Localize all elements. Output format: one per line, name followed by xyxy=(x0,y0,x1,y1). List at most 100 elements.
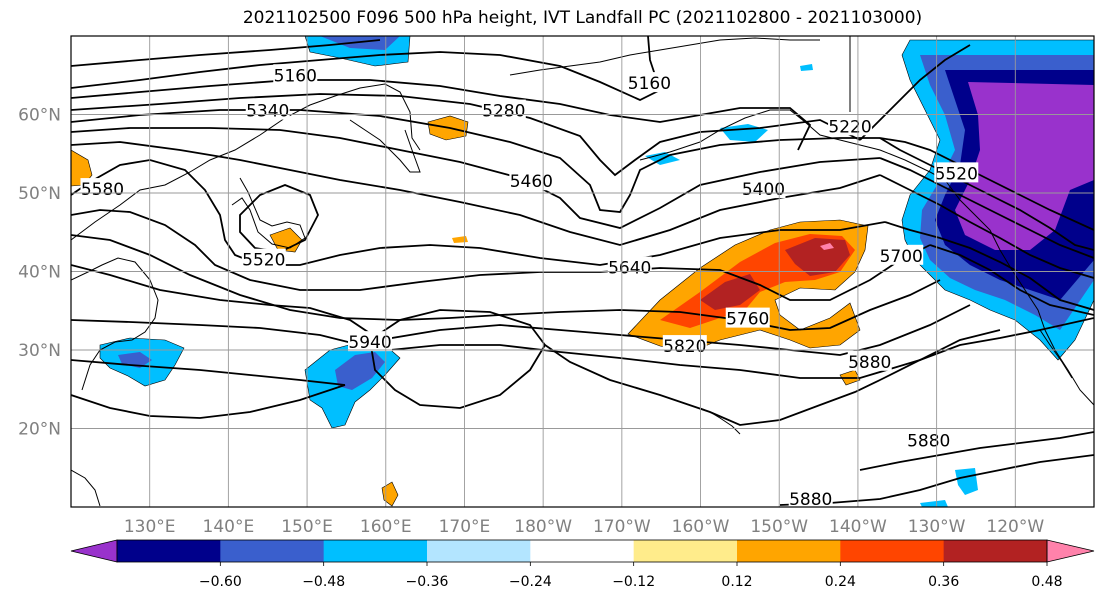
ivt-region-main-core-a xyxy=(700,274,760,310)
contour-label: 5520 xyxy=(242,251,285,271)
colorbar-tick-label: −0.24 xyxy=(509,574,552,590)
longitude-label: 170°E xyxy=(439,517,491,537)
longitude-label: 130°W xyxy=(908,517,966,537)
colorbar-extend-low xyxy=(70,539,118,563)
coastline-korea-china xyxy=(71,257,159,391)
contour-label-bg xyxy=(828,115,873,136)
ivt-region-main-peak xyxy=(820,243,834,250)
coastline-japan xyxy=(231,177,306,249)
colorbar-extend-high xyxy=(1046,539,1095,563)
contour-label: 5940 xyxy=(348,333,391,353)
contour-5280 xyxy=(71,93,861,177)
contour-5880-d xyxy=(859,431,1094,471)
colorbar-segment xyxy=(220,540,325,562)
coastline-alaska xyxy=(509,37,820,76)
contour-5460-east xyxy=(879,174,1094,279)
colorbar-segment xyxy=(737,540,841,562)
colorbar-segment xyxy=(117,540,221,562)
contour-label: 5280 xyxy=(482,102,525,122)
contour-label: 5340 xyxy=(246,102,289,122)
contour-5880-b xyxy=(71,384,346,419)
latitude-labels: 20°N 30°N 40°N 50°N 60°N xyxy=(18,106,61,440)
ivt-region-small-north xyxy=(800,64,813,71)
colorbar-segment xyxy=(427,540,531,562)
contour-label: 5820 xyxy=(663,337,706,357)
contour-label-bg xyxy=(788,488,833,507)
coastline-ph xyxy=(71,469,101,507)
contour-label-bg xyxy=(879,244,924,265)
contour-label: 5880 xyxy=(848,353,891,373)
latitude-label: 40°N xyxy=(18,263,61,283)
ivt-region-north-inner xyxy=(320,36,400,50)
contour-label-bg xyxy=(847,350,892,371)
ivt-region-main-core-b xyxy=(785,238,850,276)
contour-5940 xyxy=(369,309,547,409)
coastline-kamchatka xyxy=(349,119,421,173)
coastlines xyxy=(71,36,1094,507)
contour-5880-e xyxy=(779,454,1094,506)
colorbar-tick-label: −0.36 xyxy=(406,574,449,590)
ivt-region-south-edge xyxy=(920,500,948,507)
colorbar-segment xyxy=(323,540,428,562)
contour-5460 xyxy=(71,141,881,246)
contour-label-bg xyxy=(906,429,951,450)
contour-5820 xyxy=(71,319,1001,379)
longitude-labels: 130°E 140°E 150°E 160°E 170°E 180°W 170°W 160°W… xyxy=(124,517,1045,537)
longitude-label: 180°W xyxy=(514,517,572,537)
contour-label: 5640 xyxy=(608,259,651,279)
contour-5760 xyxy=(71,264,971,356)
colorbar-segment xyxy=(530,540,635,562)
colorbar-tick-label: 0.12 xyxy=(721,574,752,590)
longitude-label: 150°W xyxy=(750,517,808,537)
longitude-label: 130°E xyxy=(124,517,176,537)
coastline-north-america xyxy=(944,179,1094,406)
contour-5580 xyxy=(71,159,886,266)
colorbar-tick-label: −0.60 xyxy=(199,574,242,590)
longitude-label: 160°E xyxy=(360,517,412,537)
contour-label-bg xyxy=(934,162,979,183)
contour-label-bg xyxy=(241,248,286,269)
contour-5220 xyxy=(71,79,812,151)
contour-label: 5520 xyxy=(935,164,978,184)
map-frame xyxy=(70,35,1095,508)
contour-5640 xyxy=(71,209,931,301)
coastline-baja xyxy=(1039,329,1073,379)
colorbar-segment xyxy=(633,540,738,562)
contour-label: 5880 xyxy=(789,490,832,510)
latitude-label: 50°N xyxy=(18,184,61,204)
longitude-label: 150°E xyxy=(281,517,333,537)
contour-label: 5220 xyxy=(828,117,871,137)
contour-label: 5160 xyxy=(628,74,671,94)
longitude-label: 120°W xyxy=(986,517,1044,537)
contour-5520-east xyxy=(879,137,1094,251)
ivt-region-subtropic-inner xyxy=(335,352,385,390)
colorbar-tick-label: 0.36 xyxy=(928,574,959,590)
contour-label: 5400 xyxy=(742,180,785,200)
contour-5640-east xyxy=(929,244,1094,316)
contour-5160-b xyxy=(71,39,381,67)
longitude-label: 140°W xyxy=(829,517,887,537)
longitude-label: 140°E xyxy=(203,517,255,537)
map-title: 2021102500 F096 500 hPa height, IVT Land… xyxy=(242,8,923,28)
contour-label: 5700 xyxy=(880,247,923,267)
colorbar-segment xyxy=(943,540,1048,562)
contour-label: 5760 xyxy=(726,310,769,330)
ivt-region-west-coast-4 xyxy=(955,82,1094,250)
colorbar-tick-label: −0.12 xyxy=(612,574,655,590)
contour-label-bg xyxy=(725,307,770,328)
contour-label-bg xyxy=(273,64,318,85)
contour-5520-japan xyxy=(239,184,319,253)
gridlines xyxy=(71,36,1094,507)
colorbar: −0.60 −0.48 −0.36 −0.24 −0.12 0.12 0.24 0.36 0.4… xyxy=(70,539,1095,590)
ivt-positive-regions xyxy=(71,115,869,507)
longitude-label: 160°W xyxy=(672,517,730,537)
contour-5580-east xyxy=(884,221,1094,311)
contour-5880-c xyxy=(544,317,1094,426)
contour-label-bg xyxy=(627,72,672,93)
colorbar-frame xyxy=(116,539,1048,563)
contour-label: 5460 xyxy=(510,172,553,192)
contour-label: 5580 xyxy=(81,180,124,200)
latitude-label: 20°N xyxy=(18,420,61,440)
